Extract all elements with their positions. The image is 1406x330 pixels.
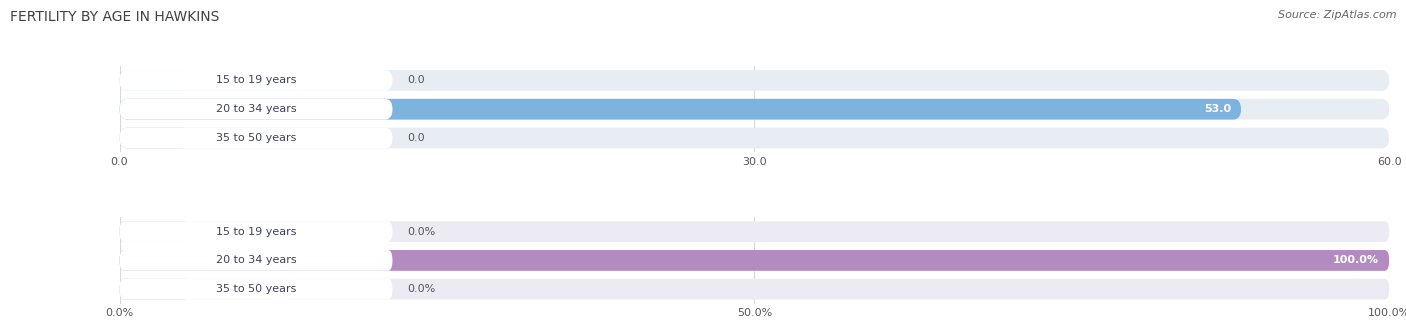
Text: 15 to 19 years: 15 to 19 years [215, 75, 297, 85]
Text: FERTILITY BY AGE IN HAWKINS: FERTILITY BY AGE IN HAWKINS [10, 10, 219, 24]
FancyBboxPatch shape [120, 279, 190, 300]
FancyBboxPatch shape [120, 250, 392, 271]
FancyBboxPatch shape [120, 99, 1241, 119]
FancyBboxPatch shape [120, 128, 1389, 148]
Text: 0.0: 0.0 [408, 133, 426, 143]
Text: 20 to 34 years: 20 to 34 years [215, 104, 297, 114]
FancyBboxPatch shape [120, 70, 190, 91]
FancyBboxPatch shape [120, 128, 392, 148]
Text: Source: ZipAtlas.com: Source: ZipAtlas.com [1278, 10, 1396, 20]
FancyBboxPatch shape [120, 99, 1389, 119]
FancyBboxPatch shape [120, 70, 1389, 91]
Text: 100.0%: 100.0% [1333, 255, 1379, 265]
FancyBboxPatch shape [120, 250, 1389, 271]
Text: 53.0: 53.0 [1204, 104, 1230, 114]
FancyBboxPatch shape [120, 279, 392, 300]
Text: 0.0%: 0.0% [408, 227, 436, 237]
FancyBboxPatch shape [120, 99, 392, 119]
Text: 0.0%: 0.0% [408, 284, 436, 294]
FancyBboxPatch shape [120, 70, 392, 91]
Text: 15 to 19 years: 15 to 19 years [215, 227, 297, 237]
Text: 20 to 34 years: 20 to 34 years [215, 255, 297, 265]
FancyBboxPatch shape [120, 221, 1389, 242]
FancyBboxPatch shape [120, 221, 392, 242]
FancyBboxPatch shape [120, 128, 190, 148]
FancyBboxPatch shape [120, 250, 1389, 271]
Text: 35 to 50 years: 35 to 50 years [215, 284, 297, 294]
Text: 35 to 50 years: 35 to 50 years [215, 133, 297, 143]
FancyBboxPatch shape [120, 221, 190, 242]
FancyBboxPatch shape [120, 279, 1389, 300]
Text: 0.0: 0.0 [408, 75, 426, 85]
